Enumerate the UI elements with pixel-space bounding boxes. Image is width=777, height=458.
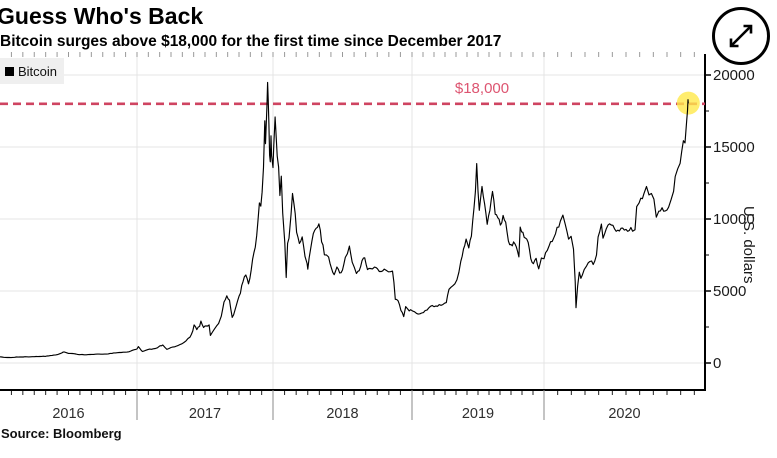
y-tick-label: 20000 [713, 67, 755, 84]
bitcoin-price-line [0, 81, 689, 359]
y-tick-label: 0 [713, 355, 721, 372]
threshold-label: $18,000 [454, 80, 510, 97]
y-axis-title: U.S. dollars [740, 206, 757, 284]
legend-label: Bitcoin [18, 63, 58, 79]
y-tick-label: 5000 [713, 283, 746, 300]
page-title: Guess Who's Back [0, 3, 204, 29]
y-tick-label: 15000 [713, 139, 755, 156]
page-subtitle: Bitcoin surges above $18,000 for the fir… [0, 33, 502, 50]
x-tick-label: 2020 [608, 406, 640, 422]
x-tick-label: 2017 [189, 406, 221, 422]
x-tick-label: 2019 [462, 406, 494, 422]
legend-swatch-icon [5, 66, 14, 76]
x-tick-label: 2018 [326, 406, 358, 422]
expand-chart-button[interactable] [712, 7, 770, 65]
x-tick-label: 2016 [52, 406, 84, 422]
y-tick-label: 10000 [713, 211, 755, 228]
legend: Bitcoin [0, 58, 65, 84]
expand-arrows-icon [729, 24, 753, 48]
source-credit: Source: Bloomberg [1, 426, 122, 441]
